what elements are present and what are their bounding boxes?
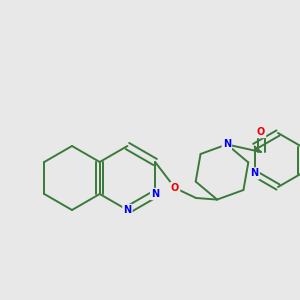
Text: N: N: [223, 140, 231, 149]
Text: N: N: [123, 205, 131, 215]
Text: O: O: [257, 127, 265, 137]
Text: O: O: [171, 183, 179, 193]
Text: N: N: [151, 189, 159, 199]
Text: N: N: [250, 169, 259, 178]
